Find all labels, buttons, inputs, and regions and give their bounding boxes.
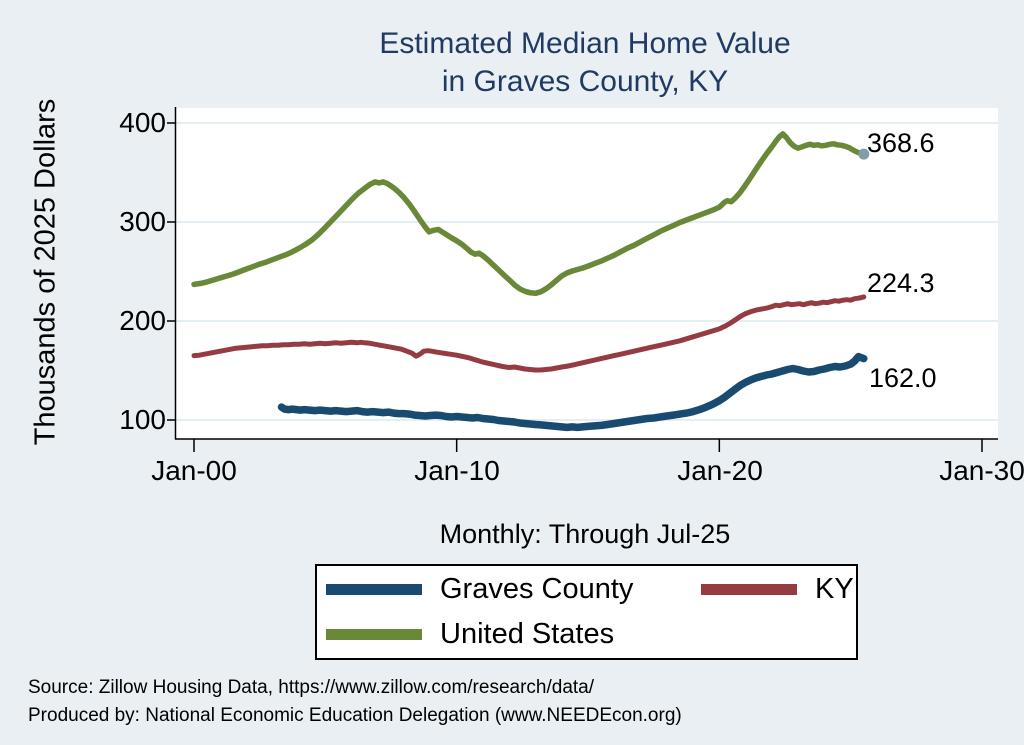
end-value-label-united-states: 368.6 (867, 128, 935, 158)
legend-label-united-states: United States (440, 618, 615, 650)
x-tick-jan-30: Jan-30 (939, 455, 1024, 486)
legend-swatch-ky (701, 584, 797, 595)
legend-label-ky: KY (815, 573, 854, 605)
legend-swatch-united-states (326, 629, 422, 640)
chart-title-line1: Estimated Median Home Value (379, 27, 791, 60)
legend-item-graves-county: Graves County (317, 567, 692, 612)
source-note: Source: Zillow Housing Data, https://www… (28, 674, 682, 730)
produced-by-line: Produced by: National Economic Education… (28, 705, 682, 726)
chart-legend: Graves County KY United States (315, 564, 858, 660)
end-value-label-ky: 224.3 (867, 268, 935, 298)
y-tick-400: 400 (119, 107, 166, 138)
y-axis-title: Thousands of 2025 Dollars (29, 98, 62, 446)
x-tick-jan-20: Jan-20 (677, 455, 763, 486)
source-line: Source: Zillow Housing Data, https://www… (28, 677, 595, 698)
x-tick-jan-10: Jan-10 (414, 455, 500, 486)
legend-label-graves-county: Graves County (440, 573, 634, 605)
legend-swatch-graves-county (326, 584, 422, 595)
y-tick-100: 100 (119, 404, 166, 435)
x-tick-jan-00: Jan-00 (151, 455, 237, 486)
chart-title: Estimated Median Home Value in Graves Co… (175, 25, 995, 101)
y-tick-300: 300 (119, 206, 166, 237)
x-axis-title: Monthly: Through Jul-25 (439, 519, 731, 549)
y-tick-200: 200 (119, 305, 166, 336)
chart-title-line2: in Graves County, KY (441, 65, 729, 98)
legend-item-ky: KY (692, 567, 856, 612)
legend-item-united-states: United States (317, 612, 692, 657)
end-value-label-graves-county: 162.0 (869, 363, 937, 393)
